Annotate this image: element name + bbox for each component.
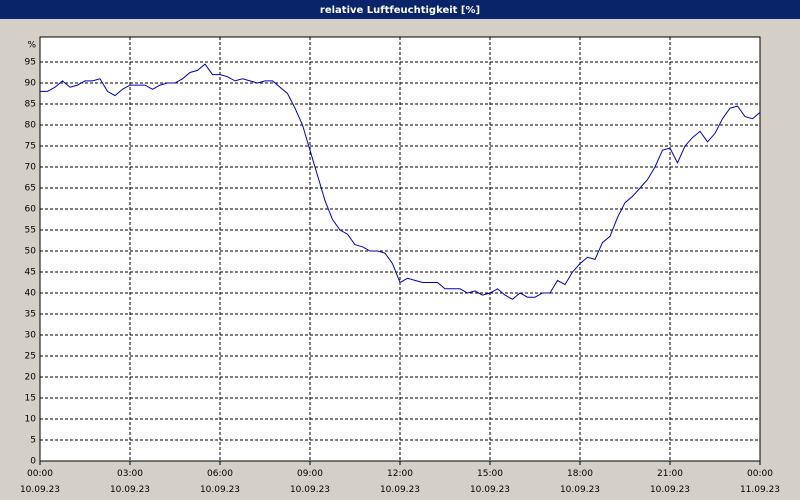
y-tick-label: 40 [25,289,37,299]
y-tick-label: 25 [25,352,36,362]
y-tick-label: 20 [25,373,37,383]
y-tick-label: 70 [25,163,37,173]
y-tick-label: 0 [30,457,36,467]
chart-title: relative Luftfeuchtigkeit [%] [320,5,480,16]
x-tick-label: 15:00 10.09.23 [470,469,510,495]
x-tick-label: 00:00 11.09.23 [740,469,780,495]
y-tick-label: 5 [30,436,36,446]
y-tick-label: 35 [25,310,36,320]
y-tick-label: 80 [25,121,37,131]
title-bar [0,0,800,19]
y-tick-label: 95 [25,58,36,68]
y-tick-label: 75 [25,142,36,152]
y-tick-label: 60 [25,205,37,215]
y-tick-label: 45 [25,268,36,278]
y-tick-label: 10 [25,415,37,425]
x-tick-label: 18:00 10.09.23 [560,469,600,495]
y-tick-label: 85 [25,100,36,110]
x-tick-label: 03:00 10.09.23 [110,469,150,495]
x-tick-label: 12:00 10.09.23 [380,469,420,495]
x-tick-label: 09:00 10.09.23 [290,469,330,495]
y-tick-label: 30 [25,331,37,341]
y-tick-label: 90 [25,79,37,89]
y-tick-label: 15 [25,394,36,404]
data-line [40,63,761,300]
y-tick-label: 55 [25,226,36,236]
x-tick-label: 00:00 10.09.23 [20,469,60,495]
x-tick-label: 21:00 10.09.23 [650,469,690,495]
y-tick-label: 65 [25,184,36,194]
x-tick-label: 06:00 10.09.23 [200,469,240,495]
y-tick-label: 50 [25,247,37,257]
y-axis-label: % [27,41,36,51]
